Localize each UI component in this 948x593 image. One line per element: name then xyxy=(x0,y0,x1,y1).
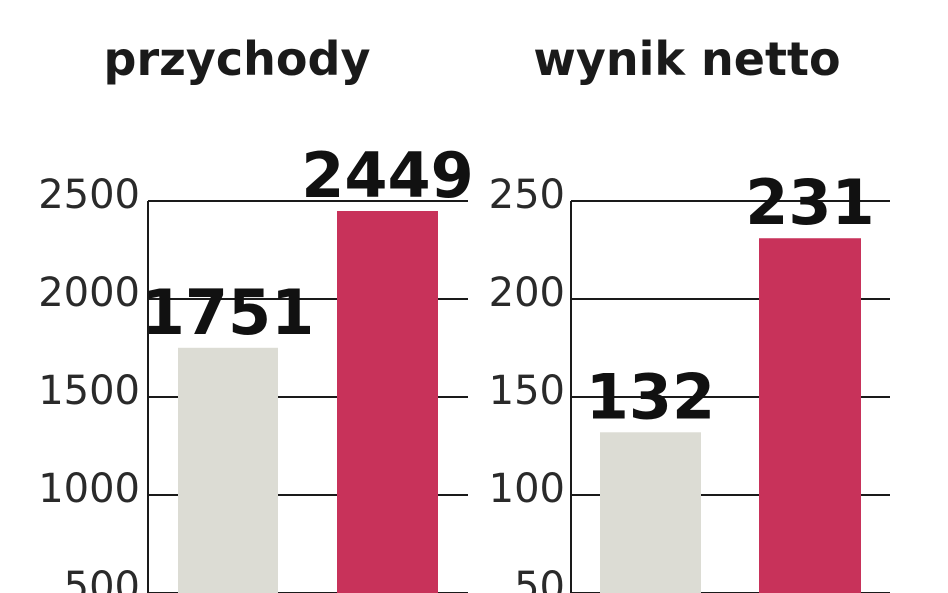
bar-previous xyxy=(600,432,701,593)
y-tick-label: 500 xyxy=(64,564,140,593)
bar-previous xyxy=(178,347,278,593)
y-tick-label: 100 xyxy=(489,466,565,512)
y-tick-label: 50 xyxy=(514,564,565,593)
bar-value-label: 2449 xyxy=(301,139,474,212)
y-tick-label: 2000 xyxy=(38,270,140,316)
bar-value-label: 231 xyxy=(745,166,874,239)
bar-current xyxy=(337,210,438,593)
y-tick-label: 1000 xyxy=(38,466,140,512)
revenue-chart-panel: przychody 500 1000 1500 2000 2500 1751 2449 xyxy=(38,32,474,593)
bar-current xyxy=(759,238,861,593)
bar-value-label: 1751 xyxy=(142,276,315,349)
chart-title: przychody xyxy=(104,32,371,86)
chart-title: wynik netto xyxy=(533,32,840,86)
net-result-chart-panel: wynik netto 50 100 150 200 250 132 231 xyxy=(489,32,890,593)
y-tick-label: 200 xyxy=(489,270,565,316)
y-tick-label: 2500 xyxy=(38,172,140,218)
bar-value-label: 132 xyxy=(586,360,715,433)
y-tick-label: 1500 xyxy=(38,368,140,414)
y-tick-label: 250 xyxy=(489,172,565,218)
y-tick-label: 150 xyxy=(489,368,565,414)
